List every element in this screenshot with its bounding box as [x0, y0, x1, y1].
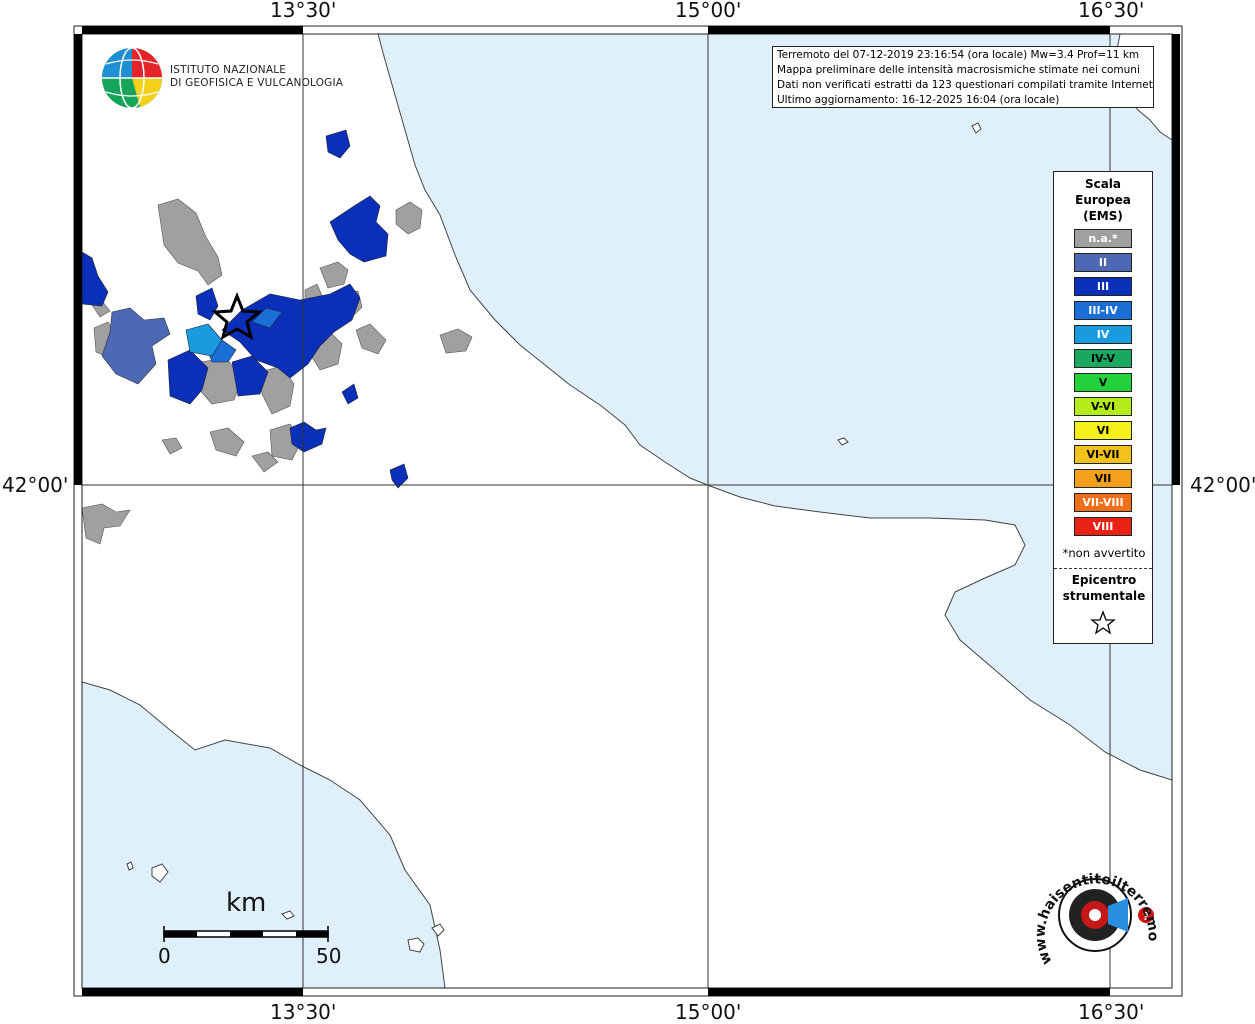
legend-swatch-v-vi: V-VI: [1074, 397, 1132, 416]
legend-epicenter-line2: strumentale: [1062, 589, 1146, 603]
comuni-II: [101, 307, 171, 385]
legend-title: Scala Europea (EMS): [1054, 176, 1152, 224]
island-giglio: [431, 923, 445, 937]
map-frame: [73, 25, 1183, 997]
lon-label-bottom-1: 13°30': [270, 1000, 337, 1024]
island-capri: [407, 937, 425, 953]
comuni-III: [81, 129, 409, 489]
info-line-1: Terremoto del 07-12-2019 23:16:54 (ora l…: [777, 49, 1140, 61]
svg-text:?: ?: [1143, 910, 1149, 923]
island-pelagosa: [837, 437, 849, 446]
scale-bar: [163, 926, 329, 942]
ingv-logo-text: ISTITUTO NAZIONALE DI GEOFISICA E VULCAN…: [170, 64, 343, 90]
hsit-logo-icon: ?: [1058, 878, 1154, 952]
lon-label-bottom-3: 16°30': [1078, 1000, 1145, 1024]
info-line-4: Ultimo aggiornamento: 16-12-2025 16:04 (…: [777, 94, 1060, 106]
legend-swatch-vii-viii: VII-VIII: [1074, 493, 1132, 512]
legend-title-line2: Europea: [1075, 193, 1131, 207]
comuni-na: [81, 198, 473, 545]
lat-label-right: 42°00': [1190, 473, 1255, 497]
legend-note: *non avvertito: [1062, 546, 1146, 560]
ingv-logo-icon: [102, 47, 163, 109]
legend-epicenter-label: Epicentro strumentale: [1054, 572, 1154, 604]
ems-legend: Scala Europea (EMS) n.a.* II III III-IV IV IV…: [1053, 171, 1153, 644]
lon-label-bottom-2: 15°00': [675, 1000, 742, 1024]
frame-ticks: [74, 26, 1180, 996]
hsit-logo-label: www.haisentitoilterremoto.it: [1030, 852, 1160, 967]
scale-unit-label: km: [226, 888, 267, 918]
ingv-logo-line1: ISTITUTO NAZIONALE: [170, 64, 287, 76]
ingv-logo-line2: DI GEOFISICA E VULCANOLOGIA: [170, 77, 344, 89]
svg-text:www.haisentitoilterremoto.it: www.haisentitoilterremoto.it: [1030, 852, 1160, 967]
legend-swatch-vi-vii: VI-VII: [1074, 445, 1132, 464]
legend-title-line1: Scala: [1084, 177, 1122, 191]
island-tremiti: [971, 122, 982, 134]
legend-swatch-vii: VII: [1074, 469, 1132, 488]
lat-label-left: 42°00': [2, 473, 69, 497]
legend-swatch-vi: VI: [1074, 421, 1132, 440]
lon-label-top-1: 13°30': [270, 0, 337, 22]
legend-title-line3: (EMS): [1083, 209, 1123, 223]
legend-swatch-n-a: n.a.*: [1074, 229, 1132, 248]
graticule: [82, 34, 1172, 988]
info-line-3: Dati non verificati estratti da 123 ques…: [777, 79, 1153, 91]
island-ischia: [281, 910, 295, 920]
island-ventotene: [126, 861, 134, 871]
scale-max-label: 50: [316, 944, 342, 968]
island-ponza: [151, 863, 169, 883]
legend-swatch-viii: VIII: [1074, 517, 1132, 536]
earthquake-info-box: Terremoto del 07-12-2019 23:16:54 (ora l…: [772, 46, 1154, 108]
epicenter-star-marker: [211, 291, 263, 341]
comuni-IV: [185, 323, 223, 357]
land-area: [81, 33, 1173, 989]
legend-swatch-v: V: [1074, 373, 1132, 392]
legend-swatch-iii: III: [1074, 277, 1132, 296]
scale-min-label: 0: [158, 944, 171, 968]
star-icon: [1090, 610, 1116, 635]
legend-separator: [1054, 568, 1152, 569]
legend-swatch-iv: IV: [1074, 325, 1132, 344]
lon-label-top-3: 16°30': [1078, 0, 1145, 22]
info-line-2: Mappa preliminare delle intensità macros…: [777, 64, 1140, 76]
legend-swatch-iv-v: IV-V: [1074, 349, 1132, 368]
legend-swatch-iii-iv: III-IV: [1074, 301, 1132, 320]
lon-label-top-2: 15°00': [675, 0, 742, 22]
legend-swatch-ii: II: [1074, 253, 1132, 272]
hsit-logo-text: www.haisentitoilterremoto.it: [1030, 852, 1160, 967]
legend-epicenter-line1: Epicentro: [1071, 573, 1137, 587]
